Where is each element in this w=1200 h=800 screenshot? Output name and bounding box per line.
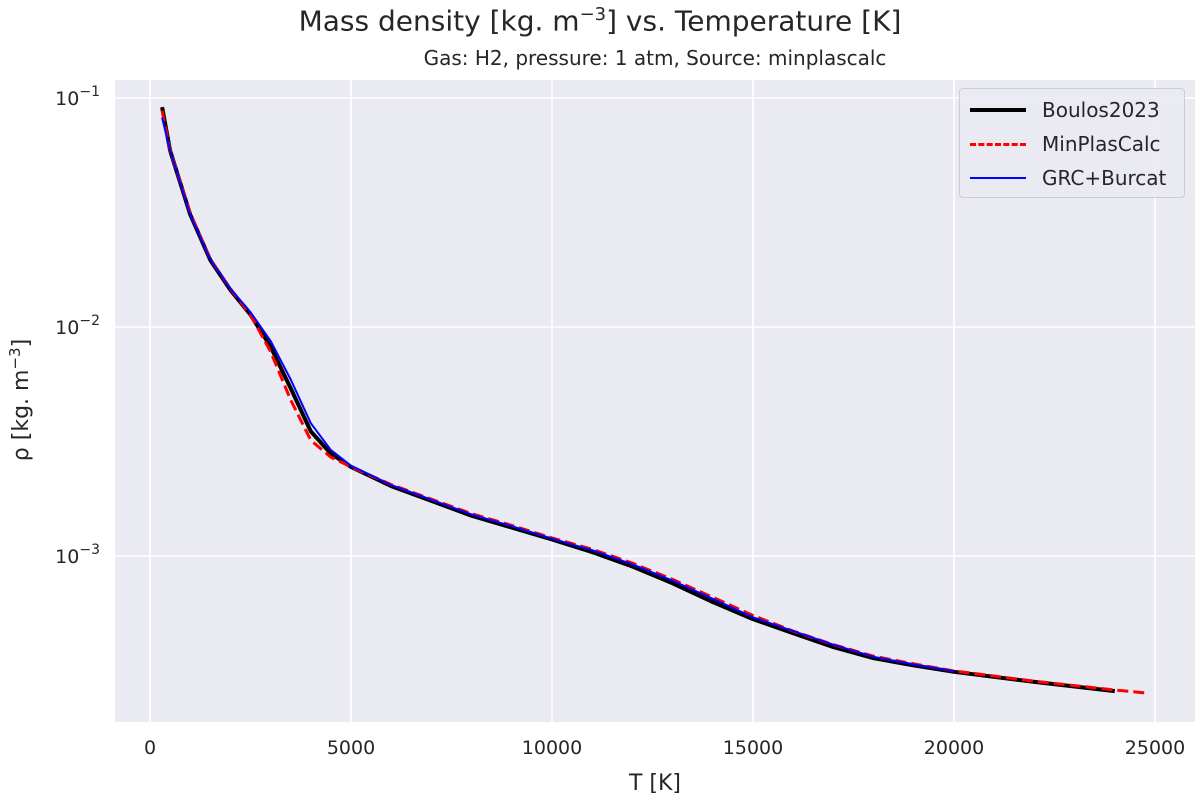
y-label-exponent: −3 [6,347,24,369]
y-tick-label: 10−2 [55,313,100,339]
y-tick-labels: 10−110−210−3 [55,84,100,568]
chart-subtitle: Gas: H2, pressure: 1 atm, Source: minpla… [423,46,887,70]
y-tick-exponent: −2 [79,313,100,329]
legend-swatch [970,108,1026,112]
x-tick-label: 20000 [924,737,984,759]
legend-swatch [970,177,1026,179]
chart-title: Mass density [kg. m−3] vs. Temperature [… [0,4,1200,37]
y-label-text-end: ] [9,339,34,348]
y-axis-label: ρ [kg. m−3] [6,339,34,461]
y-tick-exponent: −3 [79,542,100,558]
y-tick-base: 10 [55,88,79,110]
legend-label: Boulos2023 [1042,98,1160,122]
x-tick-labels: 0 5000 10000 15000 20000 25000 [144,737,1185,759]
title-exponent: −3 [579,4,607,25]
title-text-end: ] vs. Temperature [K] [606,4,902,38]
series-lines [160,106,1148,695]
x-tick-label: 5000 [327,737,375,759]
x-tick-label: 10000 [522,737,582,759]
y-tick-label: 10−3 [55,542,100,568]
y-tick-base: 10 [55,317,79,339]
y-label-text: ρ [kg. m [9,370,34,462]
title-text: Mass density [kg. m [298,4,580,38]
x-tick-label: 15000 [723,737,783,759]
y-tick-base: 10 [55,546,79,568]
legend-item: Boulos2023 [960,93,1160,127]
legend-label: GRC+Burcat [1042,166,1167,190]
legend-label: MinPlasCalc [1042,132,1161,156]
y-tick-exponent: −1 [79,84,100,100]
legend: Boulos2023 MinPlasCalc GRC+Burcat [959,88,1185,198]
series-line-grc-burcat [161,117,955,673]
y-tick-label: 10−1 [55,84,100,110]
legend-swatch [970,142,1026,146]
legend-item: MinPlasCalc [960,127,1161,161]
x-axis-label: T [K] [628,771,681,796]
x-tick-label: 25000 [1125,737,1185,759]
x-tick-label: 0 [144,737,156,759]
legend-item: GRC+Burcat [960,161,1166,195]
